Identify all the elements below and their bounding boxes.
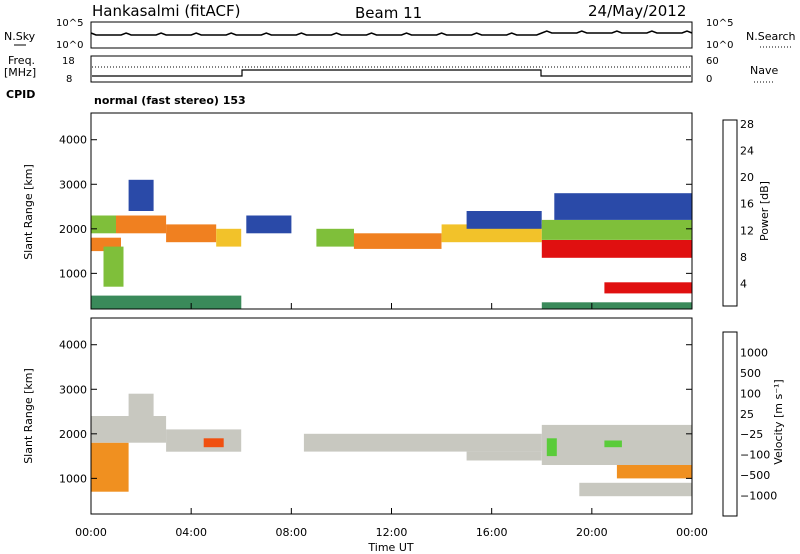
x-axis-label: Time UT: [367, 541, 413, 554]
xtick-label-6: 00:00: [676, 526, 708, 539]
power-band-4: [128, 179, 154, 211]
nsky-label: N.Sky: [4, 30, 36, 43]
power-band-8: [316, 228, 354, 247]
station-title: Hankasalmi (fitACF): [92, 2, 240, 20]
xtick-label-4: 16:00: [476, 526, 508, 539]
nave-tick-bottom: 0: [706, 74, 712, 85]
power-ytick-label-0: 1000: [59, 267, 87, 280]
power-band-7: [246, 215, 292, 234]
power-band-0: [91, 215, 116, 234]
velocity-colorbar-label: Velocity [m s⁻¹]: [772, 379, 785, 464]
velocity-band-10: [579, 482, 692, 497]
freq-tick-bottom: 8: [66, 74, 72, 85]
velocity-band-5: [303, 433, 542, 452]
nsearch-label: N.Search: [746, 30, 796, 43]
velocity-band-4: [203, 438, 224, 448]
power-y-axis: 1000 2000 3000 4000: [59, 134, 692, 280]
velocity-band-1: [91, 416, 167, 443]
velocity-band-11: [616, 465, 692, 479]
power-colorbar-tick-5: 24: [740, 145, 754, 158]
power-ytick-label-1: 2000: [59, 223, 87, 236]
counts-panel: [90, 21, 693, 49]
velocity-band-2: [128, 393, 154, 416]
power-band-12: [541, 240, 693, 258]
velocity-band-3: [166, 429, 242, 452]
freq-label: Freq.: [8, 54, 35, 67]
power-band-14: [554, 193, 692, 220]
power-band-6: [216, 228, 242, 247]
velocity-colorbar-tick-1: 500: [740, 367, 761, 380]
velocity-colorbar-tick-3: 25: [740, 408, 754, 421]
nave-tick-top: 60: [706, 56, 719, 67]
power-band-10: [441, 224, 542, 243]
power-colorbar-tick-2: 12: [740, 224, 754, 237]
power-colorbar-label: Power [dB]: [758, 181, 771, 241]
xtick-label-5: 20:00: [576, 526, 608, 539]
power-ytick-label-3: 4000: [59, 134, 87, 147]
velocity-ytick-label-2: 3000: [59, 383, 87, 396]
power-colorbar-tick-4: 20: [740, 171, 754, 184]
velocity-colorbar: 1000 500 100 25 −25 −100 −500 −1000: [722, 331, 777, 517]
velocity-colorbar-tick-4: −25: [740, 428, 763, 441]
velocity-colorbar-tick-5: −100: [740, 449, 770, 462]
xtick-label-1: 04:00: [175, 526, 207, 539]
cpid-value: normal (fast stereo) 153: [94, 94, 246, 107]
power-colorbar-tick-0: 4: [740, 277, 747, 290]
velocity-ytick-label-3: 4000: [59, 339, 87, 352]
counts-tick-right-top: 10^5: [706, 18, 733, 29]
xtick-label-3: 12:00: [376, 526, 408, 539]
velocity-y-axis: 1000 2000 3000 4000: [59, 339, 692, 485]
counts-tick-left-top: 10^5: [56, 18, 83, 29]
power-band-2: [103, 246, 124, 287]
power-band-5: [166, 224, 217, 243]
nsky-trace: [90, 30, 693, 36]
velocity-band-0: [91, 442, 129, 492]
freq-panel: [90, 55, 693, 83]
beam-title: Beam 11: [355, 4, 422, 22]
power-band-9: [353, 233, 442, 249]
xtick-label-0: 00:00: [75, 526, 107, 539]
counts-tick-left-bottom: 10^0: [56, 40, 83, 51]
velocity-ytick-label-0: 1000: [59, 472, 87, 485]
counts-tick-right-bottom: 10^0: [706, 40, 733, 51]
freq-tick-top: 18: [62, 56, 75, 67]
power-band-17: [541, 302, 693, 309]
cpid-label: CPID: [6, 88, 35, 101]
velocity-ytick-label-1: 2000: [59, 428, 87, 441]
velocity-y-label: Slant Range [km]: [22, 368, 35, 464]
velocity-colorbar-tick-2: 100: [740, 387, 761, 400]
power-colorbar-tick-6: 28: [740, 118, 754, 131]
velocity-colorbar-tick-0: 1000: [740, 346, 768, 359]
power-colorbar-tick-3: 16: [740, 198, 754, 211]
velocity-heatmap-cells: [91, 393, 693, 497]
time-x-axis: 00:00 04:00 08:00 12:00 16:00 20:00 00:00: [75, 303, 708, 539]
freq-unit-label: [MHz]: [4, 66, 36, 79]
date-title: 24/May/2012: [588, 2, 686, 20]
power-band-13: [541, 219, 693, 240]
velocity-colorbar-tick-6: −500: [740, 469, 770, 482]
velocity-colorbar-tick-7: −1000: [740, 490, 777, 503]
power-band-3: [116, 215, 167, 234]
velocity-colorbar-frame: [722, 331, 738, 517]
power-band-16: [91, 295, 242, 309]
xtick-label-2: 08:00: [275, 526, 307, 539]
nave-label: Nave: [750, 64, 778, 77]
power-band-11: [466, 211, 542, 229]
power-y-label: Slant Range [km]: [22, 164, 35, 260]
power-ytick-label-2: 3000: [59, 178, 87, 191]
power-heatmap-cells: [91, 179, 693, 309]
velocity-band-8: [546, 438, 557, 457]
power-band-15: [604, 282, 692, 294]
freq-trace: [92, 69, 691, 77]
velocity-band-9: [604, 440, 622, 448]
velocity-band-6: [466, 451, 542, 461]
power-colorbar: 4 8 12 16 20 24 28: [722, 118, 754, 307]
power-colorbar-tick-1: 8: [740, 251, 747, 264]
power-colorbar-frame: [722, 119, 738, 307]
